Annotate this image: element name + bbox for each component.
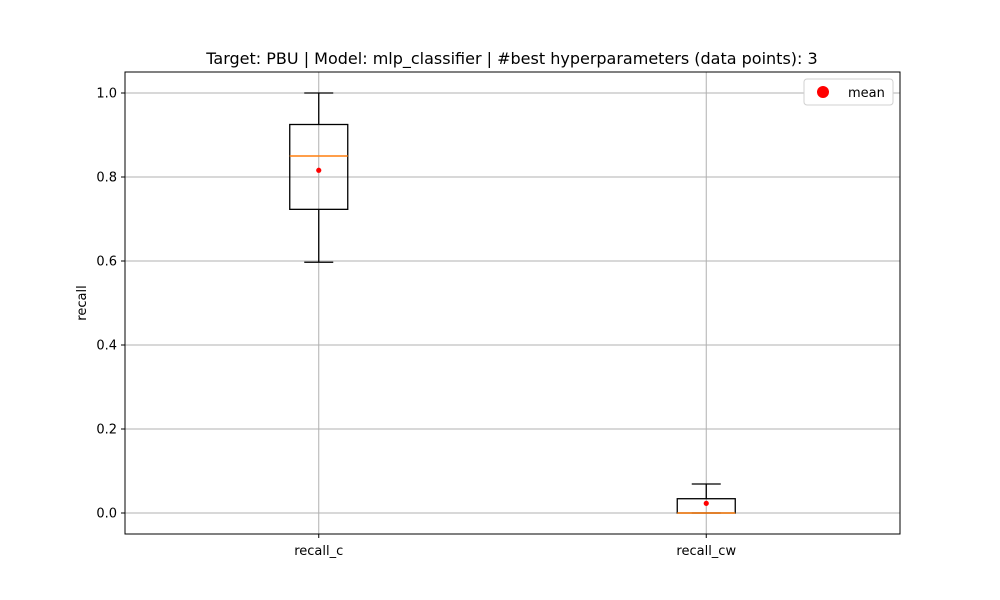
chart-title: Target: PBU | Model: mlp_classifier | #b…	[205, 49, 817, 69]
y-tick-label: 0.0	[96, 507, 117, 522]
grid-lines	[125, 72, 900, 534]
mean-point	[316, 167, 322, 173]
y-axis: 0.0 0.2 0.4 0.6 0.8 1.0	[96, 87, 125, 522]
legend-frame	[803, 78, 894, 106]
y-axis-label: recall	[75, 285, 90, 320]
legend: mean	[803, 78, 894, 106]
x-axis: recall_c recall_cw	[294, 534, 736, 559]
boxes-group	[289, 92, 736, 514]
x-tick-label: recall_c	[294, 544, 343, 559]
y-tick-label: 1.0	[96, 87, 117, 102]
legend-mean-marker	[817, 86, 829, 98]
y-tick-label: 0.8	[96, 171, 117, 186]
x-tick-label: recall_cw	[676, 544, 736, 559]
y-tick-label: 0.2	[96, 423, 117, 438]
box-recall_c	[289, 92, 349, 263]
y-tick-label: 0.6	[96, 255, 117, 270]
legend-mean-label: mean	[848, 86, 885, 101]
plot-area-frame	[124, 71, 901, 535]
box-recall_cw	[676, 483, 736, 514]
y-tick-label: 0.4	[96, 339, 117, 354]
mean-point	[703, 500, 709, 506]
iqr-box	[289, 123, 349, 210]
